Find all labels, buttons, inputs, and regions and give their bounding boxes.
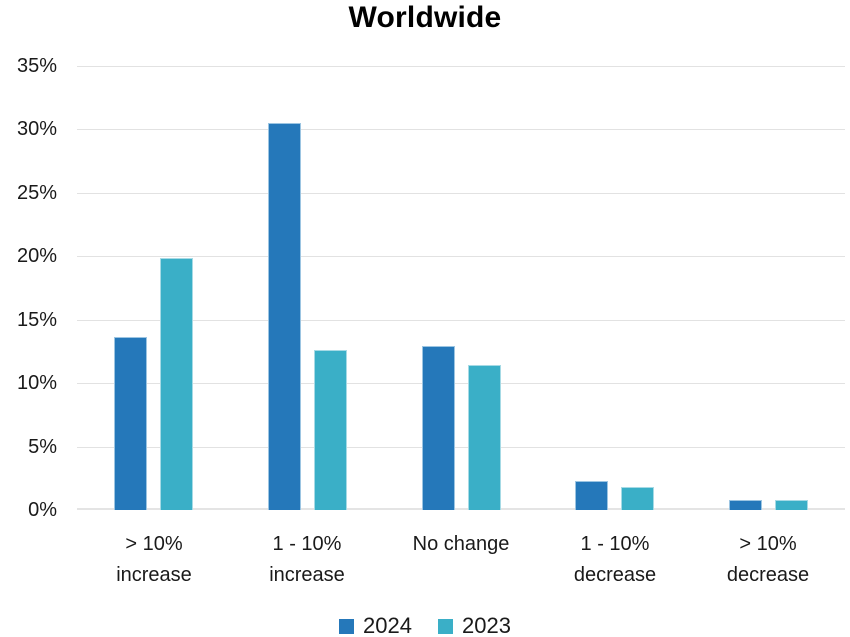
x-axis-category-label-1: > 10% increase xyxy=(116,533,192,586)
legend: 2024 2023 xyxy=(0,613,850,637)
bar-2023-category-4 xyxy=(621,487,654,510)
y-axis-tick-label-30: 30% xyxy=(16,118,57,141)
y-axis-tick-label-5: 5% xyxy=(28,435,57,458)
bar-2024-category-2 xyxy=(268,123,301,510)
plot-area xyxy=(77,66,845,510)
gridline-10 xyxy=(77,383,845,384)
bar-2023-category-3 xyxy=(468,365,501,510)
y-axis-tick-label-10: 10% xyxy=(16,372,57,395)
bar-2023-category-2 xyxy=(314,350,347,510)
chart-title: Worldwide xyxy=(348,1,502,34)
legend-swatch-2024 xyxy=(339,618,355,634)
gridline-0 xyxy=(77,508,845,510)
legend-label-2024: 2024 xyxy=(363,613,412,637)
x-axis-category-label-3: No change xyxy=(412,533,510,555)
gridline-20 xyxy=(77,256,845,257)
y-axis-tick-label-0: 0% xyxy=(28,499,57,521)
bar-2024-category-4 xyxy=(575,481,608,510)
y-axis-tick-label-25: 25% xyxy=(16,181,57,204)
gridline-5 xyxy=(77,447,845,448)
bar-2023-category-5 xyxy=(775,500,808,510)
bar-2024-category-3 xyxy=(422,346,455,510)
gridline-15 xyxy=(77,320,845,321)
gridline-30 xyxy=(77,129,845,130)
x-axis-category-label-5: > 10% decrease xyxy=(726,533,810,586)
x-axis-category-label-2: 1 - 10% increase xyxy=(269,533,345,586)
bar-2024-category-5 xyxy=(729,500,762,510)
legend-item-2023: 2023 xyxy=(438,613,511,637)
gridline-25 xyxy=(77,193,845,194)
x-axis-category-label-4: 1 - 10% decrease xyxy=(573,533,657,586)
legend-item-2024: 2024 xyxy=(339,613,412,637)
y-axis-tick-label-15: 15% xyxy=(16,308,57,331)
y-axis-tick-label-35: 35% xyxy=(16,55,57,77)
y-axis-tick-label-20: 20% xyxy=(16,245,57,268)
legend-label-2023: 2023 xyxy=(462,613,511,637)
bar-2024-category-1 xyxy=(114,337,147,510)
legend-swatch-2023 xyxy=(438,618,453,634)
gridline-35 xyxy=(77,66,845,67)
bar-2023-category-1 xyxy=(160,258,193,510)
